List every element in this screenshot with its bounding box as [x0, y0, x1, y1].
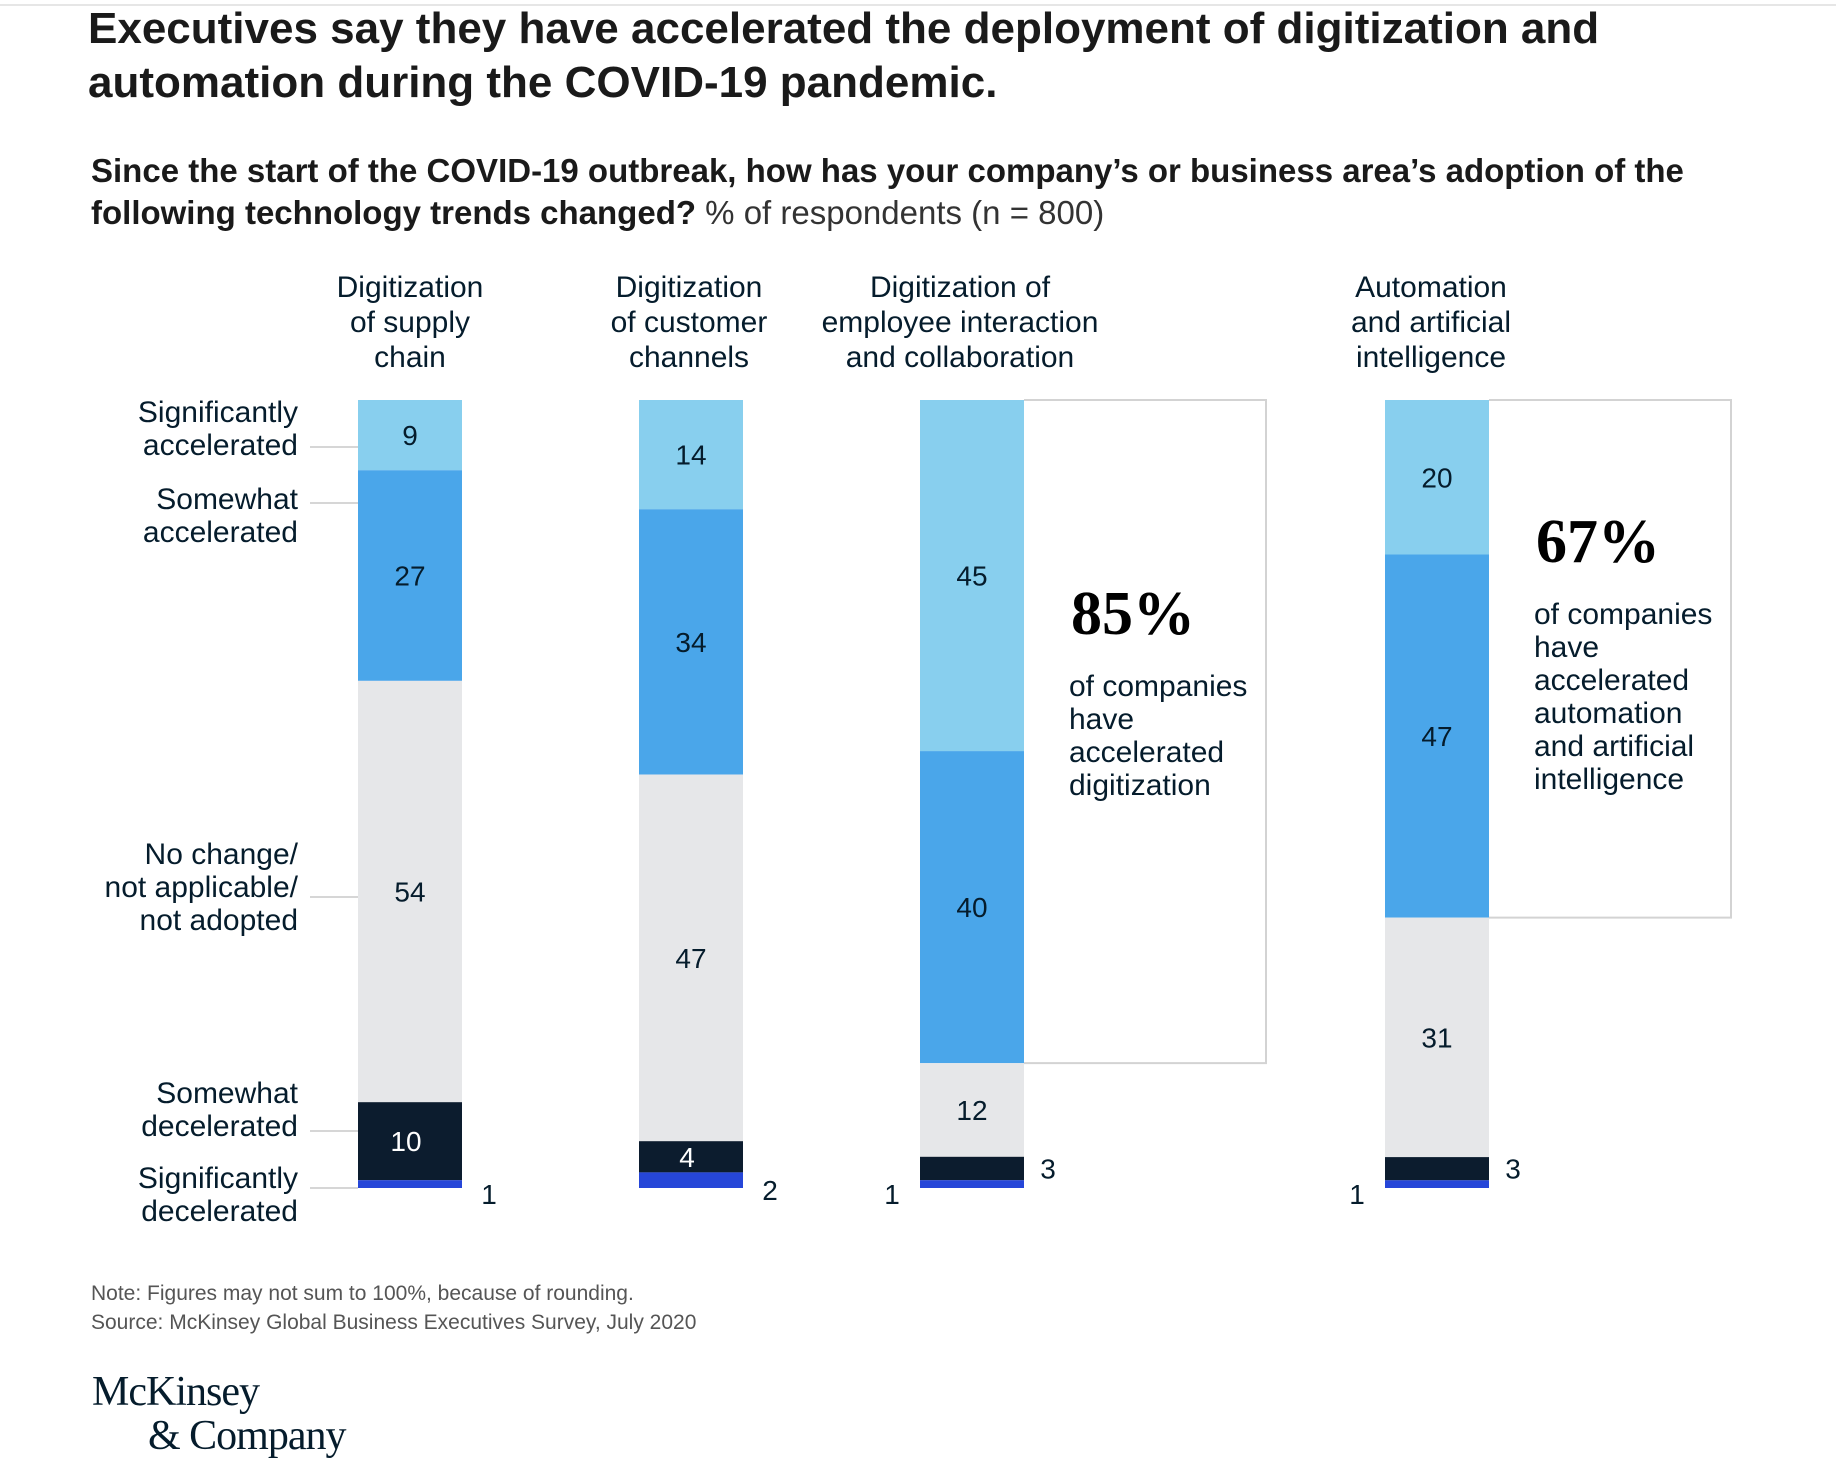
data-label-1-2: 27	[394, 561, 425, 592]
callout-text-2-line-5: and artificial	[1534, 730, 1694, 763]
data-label-1-5: 1	[481, 1179, 497, 1210]
chart-subtitle: Since the start of the COVID-19 outbreak…	[91, 150, 1791, 234]
data-label-2-3: 47	[675, 943, 706, 974]
data-label-2-5: 2	[762, 1175, 778, 1206]
callout-text-1-line-3: accelerated	[1069, 736, 1224, 769]
legend-label-3-line-1: No change/	[145, 838, 299, 871]
category-header-3-line-2: employee interaction	[822, 306, 1099, 339]
bar-segment-3-5	[920, 1180, 1024, 1188]
bar-segment-1-4	[358, 1102, 462, 1181]
callout-text-2-line-3: accelerated	[1534, 664, 1689, 697]
callout-text-1-line-4: digitization	[1069, 769, 1211, 802]
callout-bracket-1	[1024, 399, 1267, 1065]
callout-text-1-line-1: of companies	[1069, 670, 1247, 703]
category-header-3-line-1: Digitization of	[870, 271, 1051, 304]
legend-label-5-line-1: Significantly	[138, 1162, 298, 1195]
chart-title: Executives say they have accelerated the…	[88, 4, 1600, 107]
bar-segment-2-1	[639, 400, 743, 510]
category-header-2-line-3: channels	[629, 341, 749, 374]
legend-label-2-line-2: accelerated	[143, 516, 298, 549]
legend-label-2-line-1: Somewhat	[156, 483, 298, 516]
legend-label-4-line-1: Somewhat	[156, 1077, 298, 1110]
category-header-4-line-1: Automation	[1355, 271, 1507, 304]
data-label-4-4: 3	[1505, 1154, 1521, 1185]
bar-segment-1-3	[358, 680, 462, 1103]
bar-segment-1-5	[358, 1180, 462, 1188]
legend-label-3-line-3: not adopted	[140, 904, 298, 937]
bar-segment-1-1	[358, 400, 462, 471]
callout-value-1: 85%	[1071, 580, 1195, 648]
category-header-1-line-1: Digitization	[337, 271, 484, 304]
category-header-1-line-2: of supply	[350, 306, 470, 339]
footnote: Note: Figures may not sum to 100%, becau…	[91, 1282, 634, 1305]
callout-value-2: 67%	[1536, 508, 1660, 576]
bar-segment-2-2	[639, 509, 743, 775]
bar-segment-3-4	[920, 1156, 1024, 1181]
bar-segment-1-2	[358, 470, 462, 681]
callout-text-1-line-2: have	[1069, 703, 1134, 736]
callout-text-2-line-6: intelligence	[1534, 763, 1684, 796]
category-header-4-line-3: intelligence	[1356, 341, 1506, 374]
data-label-4-1: 20	[1421, 462, 1452, 493]
data-label-3-3: 12	[956, 1095, 987, 1126]
bar-segment-4-5	[1385, 1180, 1489, 1188]
callout-text-2-line-2: have	[1534, 631, 1599, 664]
callout-text-2-line-4: automation	[1534, 697, 1682, 730]
data-label-3-5: 1	[884, 1179, 900, 1210]
category-header-1-line-3: chain	[374, 341, 446, 374]
data-label-3-1: 45	[956, 561, 987, 592]
bar-segment-4-2	[1385, 554, 1489, 918]
data-label-3-4: 3	[1040, 1153, 1056, 1184]
legend-label-1-line-2: accelerated	[143, 429, 298, 462]
category-header-2-line-1: Digitization	[616, 271, 763, 304]
bar-segment-3-2	[920, 751, 1024, 1064]
data-label-1-4: 10	[390, 1126, 421, 1157]
legend-label-1-line-1: Significantly	[138, 396, 298, 429]
bar-segment-3-3	[920, 1063, 1024, 1157]
bar-segment-4-4	[1385, 1157, 1489, 1181]
legend-label-5-line-2: decelerated	[141, 1195, 298, 1228]
callout-bracket-2	[1489, 399, 1732, 919]
callout-text-2-line-1: of companies	[1534, 598, 1712, 631]
logo-line-2: & Company	[148, 1413, 346, 1459]
subtitle-question: Since the start of the COVID-19 outbreak…	[91, 152, 1684, 231]
logo-line-1: McKinsey	[92, 1369, 260, 1415]
data-label-1-1: 9	[402, 420, 418, 451]
mckinsey-logo: McKinsey & Company	[92, 1370, 346, 1458]
source-note: Source: McKinsey Global Business Executi…	[91, 1311, 697, 1334]
bar-segment-4-3	[1385, 917, 1489, 1158]
data-label-3-2: 40	[956, 892, 987, 923]
data-label-2-2: 34	[675, 627, 706, 658]
bar-segment-4-1	[1385, 400, 1489, 555]
subtitle-unit: % of respondents (n = 800)	[696, 194, 1105, 231]
bar-segment-2-5	[639, 1172, 743, 1188]
top-divider	[0, 4, 1836, 6]
category-header-4-line-2: and artificial	[1351, 306, 1511, 339]
data-label-1-3: 54	[394, 877, 425, 908]
data-label-2-1: 14	[675, 440, 706, 471]
bar-segment-3-1	[920, 400, 1024, 752]
legend-label-4-line-2: decelerated	[141, 1110, 298, 1143]
category-header-2-line-2: of customer	[611, 306, 768, 339]
legend-label-3-line-2: not applicable/	[105, 871, 299, 904]
category-header-3-line-3: and collaboration	[846, 341, 1075, 374]
data-label-4-3: 31	[1421, 1022, 1452, 1053]
bar-segment-2-4	[639, 1141, 743, 1173]
data-label-4-2: 47	[1421, 721, 1452, 752]
data-label-2-4: 4	[679, 1142, 695, 1173]
bar-segment-2-3	[639, 774, 743, 1142]
data-label-4-5: 1	[1349, 1179, 1365, 1210]
